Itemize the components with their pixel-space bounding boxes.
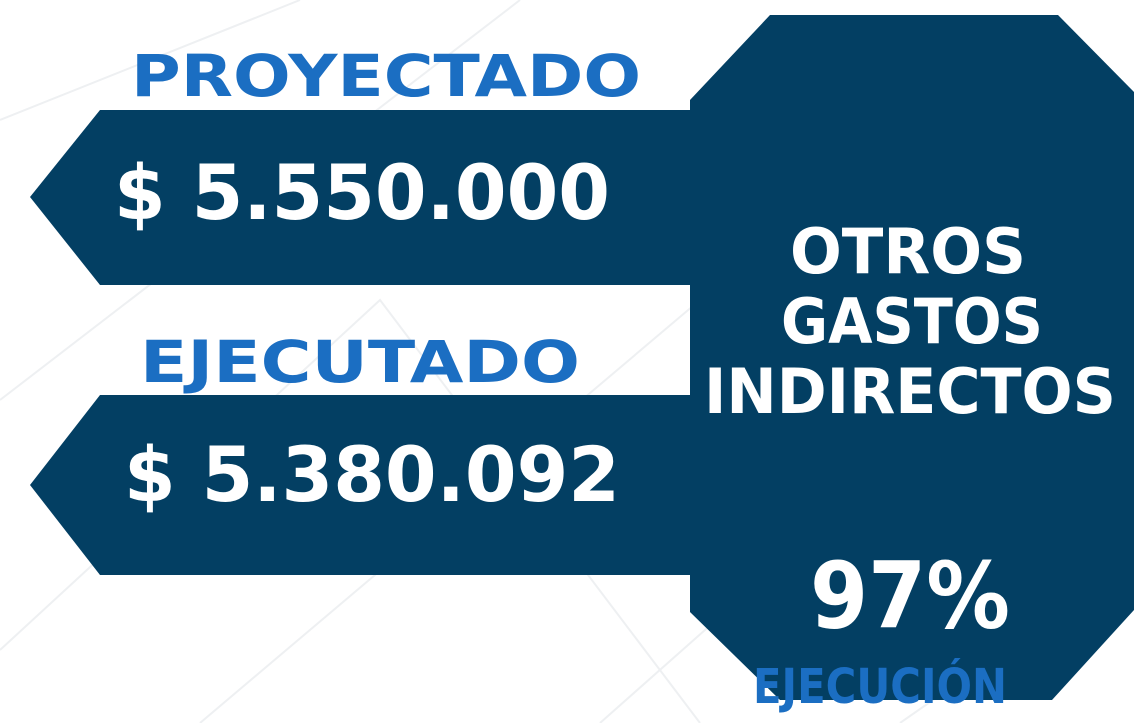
category-line: GASTOS — [781, 285, 1043, 358]
execution-percent: 97% — [810, 542, 1010, 649]
category-line: INDIRECTOS — [704, 355, 1116, 428]
executed-value: $ 5.380.092 — [124, 430, 620, 519]
execution-label: EJECUCIÓN — [753, 658, 1007, 715]
octagon — [690, 15, 1134, 700]
category-line: OTROS — [790, 215, 1026, 288]
projected-arrow — [30, 110, 700, 285]
executed-label: EJECUTADO — [140, 328, 580, 396]
projected-label: PROYECTADO — [131, 42, 641, 110]
executed-arrow — [30, 395, 700, 575]
projected-value: $ 5.550.000 — [114, 148, 610, 237]
